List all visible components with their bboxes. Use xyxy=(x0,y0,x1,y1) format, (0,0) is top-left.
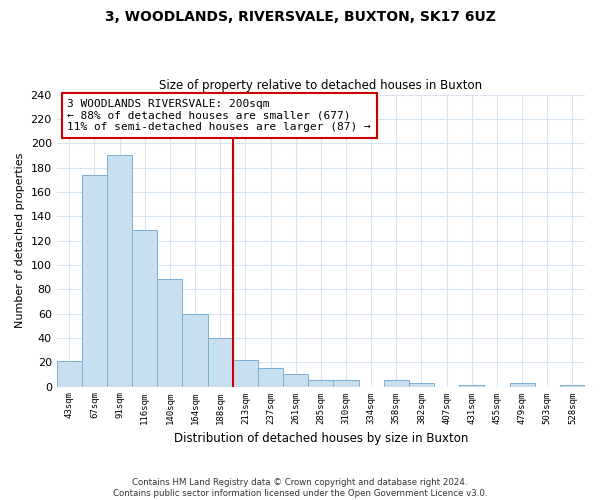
Bar xyxy=(132,230,157,386)
Bar xyxy=(56,361,82,386)
Bar xyxy=(233,360,258,386)
Bar xyxy=(258,368,283,386)
Bar xyxy=(208,338,233,386)
Text: 3, WOODLANDS, RIVERSVALE, BUXTON, SK17 6UZ: 3, WOODLANDS, RIVERSVALE, BUXTON, SK17 6… xyxy=(104,10,496,24)
Bar xyxy=(409,383,434,386)
Bar xyxy=(157,280,182,386)
Bar xyxy=(283,374,308,386)
Title: Size of property relative to detached houses in Buxton: Size of property relative to detached ho… xyxy=(159,79,482,92)
Bar xyxy=(182,314,208,386)
Bar xyxy=(384,380,409,386)
Text: 3 WOODLANDS RIVERSVALE: 200sqm
← 88% of detached houses are smaller (677)
11% of: 3 WOODLANDS RIVERSVALE: 200sqm ← 88% of … xyxy=(67,99,371,132)
Bar xyxy=(107,156,132,386)
Bar xyxy=(509,383,535,386)
Y-axis label: Number of detached properties: Number of detached properties xyxy=(15,153,25,328)
Bar xyxy=(308,380,334,386)
Bar xyxy=(82,175,107,386)
Text: Contains HM Land Registry data © Crown copyright and database right 2024.
Contai: Contains HM Land Registry data © Crown c… xyxy=(113,478,487,498)
Bar xyxy=(334,380,359,386)
X-axis label: Distribution of detached houses by size in Buxton: Distribution of detached houses by size … xyxy=(173,432,468,445)
